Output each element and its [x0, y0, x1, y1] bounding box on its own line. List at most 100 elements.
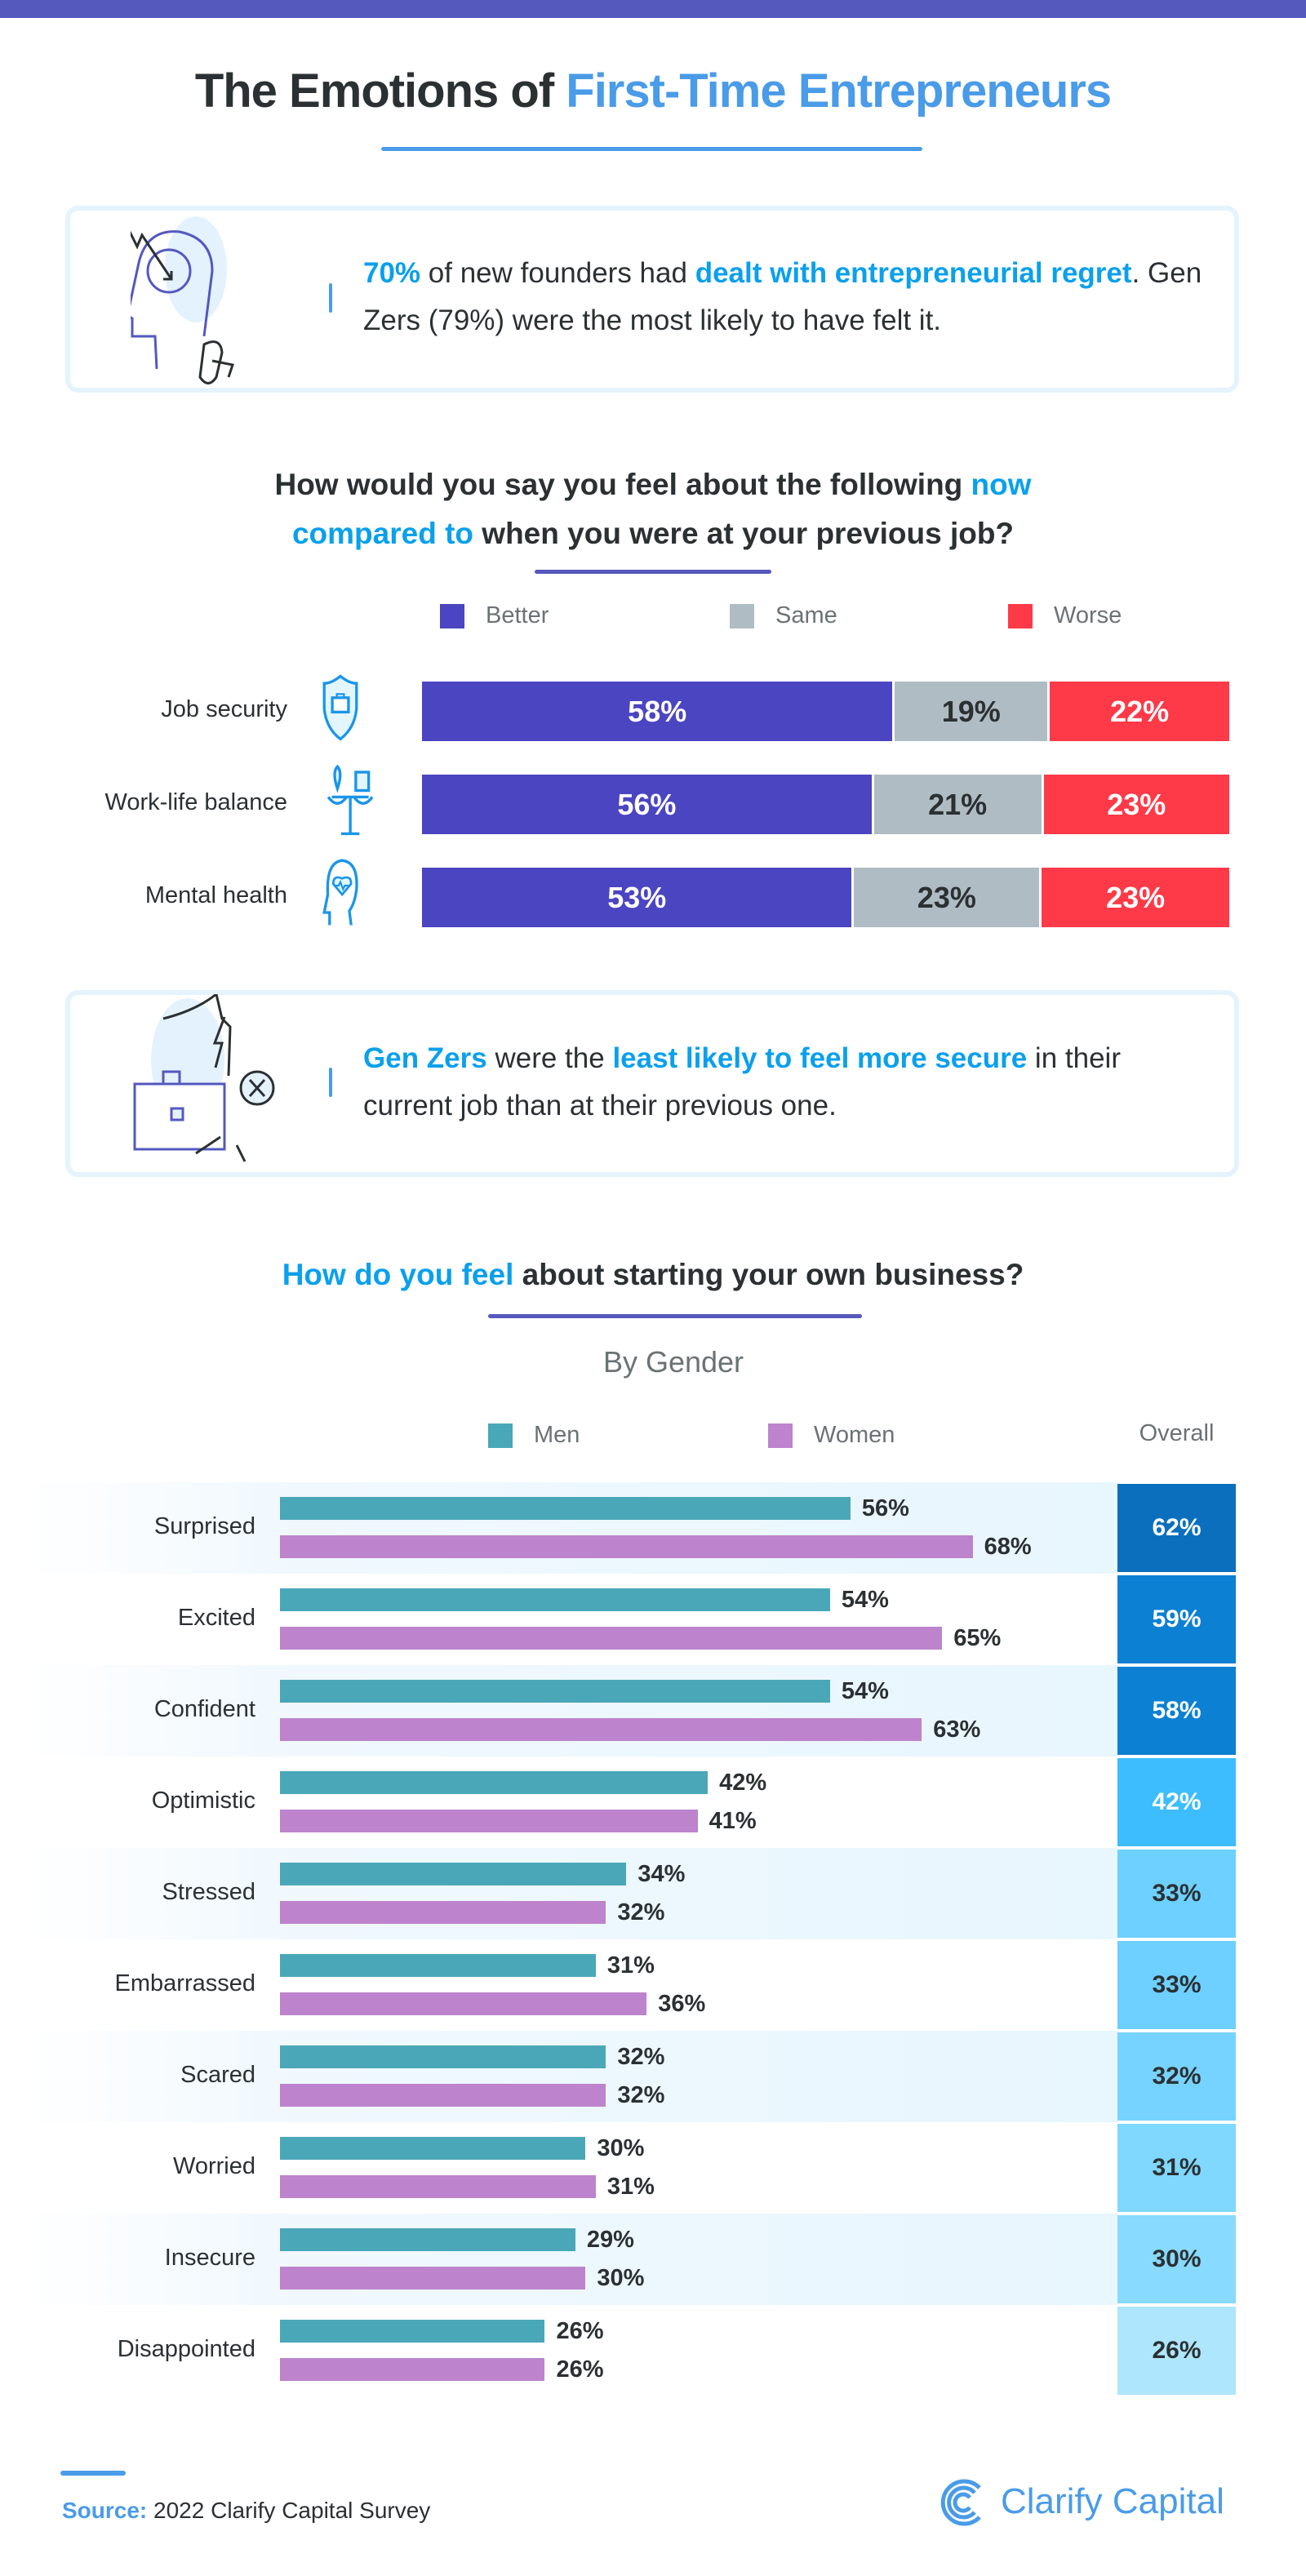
bar-women: [280, 1810, 698, 1832]
bar-women: [280, 1535, 973, 1558]
legend-worse: Worse: [1008, 602, 1122, 629]
source-note: Source: 2022 Clarify Capital Survey: [62, 2498, 430, 2524]
callout2-highlight1: Gen Zers: [363, 1042, 487, 1074]
bar-better: 53%: [422, 868, 852, 927]
bar-value-label: 31%: [606, 2174, 655, 2200]
callout1-highlight: dealt with entrepreneurial regret: [695, 257, 1132, 289]
bar-value-label: 22%: [1110, 694, 1170, 728]
row-label: Worried: [173, 2153, 255, 2179]
legend-label: Women: [814, 1422, 895, 1448]
shield-briefcase-icon: [322, 674, 358, 741]
bar-women: [280, 1992, 647, 2015]
bar-value-label: 58%: [628, 694, 687, 728]
callout1-text2: . Gen Zers (79%) were the most likely to…: [363, 257, 1202, 336]
stacked-bar: 58% 19% 22%: [422, 682, 1229, 741]
scale-heart-briefcase-icon: [326, 765, 374, 836]
broken-security-briefcase-icon: [133, 994, 275, 1162]
bar-women: [280, 2358, 545, 2381]
bar-men: [280, 2320, 545, 2343]
overall-value: 62%: [1117, 1484, 1236, 1572]
title-underline: [381, 147, 922, 151]
stacked-bar: 53% 23% 23%: [422, 868, 1229, 927]
legend-same: Same: [730, 602, 837, 629]
title-part1: The Emotions of: [194, 64, 566, 118]
row-label: Confident: [153, 1696, 255, 1722]
row-label: Work-life balance: [104, 789, 287, 815]
bar-value-label: 32%: [617, 2082, 665, 2108]
legend-label: Worse: [1054, 602, 1122, 628]
bar-women: [280, 1718, 922, 1741]
row-label: Disappointed: [117, 2336, 255, 2362]
legend-swatch: [1008, 603, 1033, 628]
bar-value-label: 36%: [658, 1991, 706, 2017]
chart2-title-p2: about starting your own business?: [513, 1258, 1024, 1291]
chart1-title-p3: when you were at your previous job?: [473, 517, 1015, 550]
legend-swatch: [440, 603, 464, 628]
row-label: Embarrassed: [114, 1970, 255, 1996]
legend-swatch: [488, 1423, 513, 1448]
chart1-title: How would you say you feel about the fol…: [0, 460, 1306, 558]
chart2-underline: [488, 1314, 862, 1318]
callout2-highlight2: least likely to feel more secure: [612, 1042, 1028, 1074]
callout1-text: 70% of new founders had dealt with entre…: [363, 250, 1204, 344]
bar-same: 19%: [895, 682, 1048, 741]
callout2-text: Gen Zers were the least likely to feel m…: [363, 1035, 1171, 1130]
bar-value-label: 32%: [617, 2044, 665, 2070]
bar-women: [280, 2267, 586, 2290]
bar-men: [280, 1680, 830, 1703]
legend-label: Same: [775, 602, 837, 628]
chart1-title-p2: now compared to: [291, 468, 1032, 550]
bar-women: [280, 2175, 596, 2198]
top-bar: [0, 0, 1306, 18]
legend-women: Women: [768, 1422, 895, 1449]
chart2-title: How do you feel about starting your own …: [0, 1250, 1306, 1299]
bar-men: [280, 2228, 575, 2251]
overall-value: 42%: [1117, 1758, 1236, 1846]
overall-value: 26%: [1117, 2307, 1236, 2395]
row-label: Scared: [180, 2062, 255, 2088]
bar-value-label: 30%: [597, 2135, 645, 2161]
bar-value-label: 26%: [556, 2318, 604, 2344]
overall-value: 33%: [1117, 1850, 1236, 1938]
head-heart-icon: [322, 859, 358, 926]
callout-regret: [65, 206, 1239, 393]
overall-value: 31%: [1117, 2124, 1236, 2212]
row-label: Insecure: [164, 2245, 255, 2271]
title-highlight: First-Time Entrepreneurs: [566, 64, 1112, 118]
bar-value-label: 26%: [556, 2356, 604, 2383]
source-text: 2022 Clarify Capital Survey: [147, 2498, 431, 2523]
chart1-title-p1: How would you say you feel about the fol…: [274, 468, 971, 501]
bar-men: [280, 1863, 627, 1885]
bar-men: [280, 1497, 851, 1520]
source-label: Source:: [62, 2498, 148, 2523]
bar-better: 56%: [422, 775, 872, 834]
bar-value-label: 56%: [861, 1495, 909, 1521]
overall-value: 33%: [1117, 1941, 1236, 2029]
legend-label: Better: [486, 602, 549, 628]
page-title: The Emotions of First-Time Entrepreneurs: [0, 64, 1306, 118]
bar-women: [280, 1901, 606, 1924]
chart2-title-p1: How do you feel: [282, 1258, 514, 1291]
overall-header: Overall: [1139, 1420, 1215, 1446]
bar-value-label: 63%: [933, 1717, 981, 1743]
bar-value-label: 65%: [953, 1625, 1002, 1651]
bar-value-label: 34%: [637, 1861, 686, 1887]
bar-value-label: 23%: [917, 880, 976, 914]
bar-value-label: 42%: [719, 1770, 767, 1796]
bar-value-label: 23%: [1107, 787, 1166, 821]
stacked-bar: 56% 21% 23%: [422, 775, 1229, 834]
legend-swatch: [730, 603, 754, 628]
bar-value-label: 68%: [984, 1534, 1032, 1560]
head-regret-icon: [131, 216, 234, 384]
bar-value-label: 30%: [597, 2265, 645, 2291]
bar-worse: 23%: [1043, 775, 1229, 834]
bar-men: [280, 2045, 606, 2068]
bar-value-label: 23%: [1106, 880, 1166, 914]
bar-men: [280, 1954, 596, 1977]
row-label: Surprised: [153, 1513, 255, 1539]
callout2-text1: were the: [486, 1042, 613, 1074]
bar-value-label: 31%: [606, 1952, 655, 1979]
overall-value: 58%: [1117, 1667, 1236, 1755]
bar-men: [280, 1771, 709, 1794]
bar-value-label: 56%: [617, 787, 677, 821]
